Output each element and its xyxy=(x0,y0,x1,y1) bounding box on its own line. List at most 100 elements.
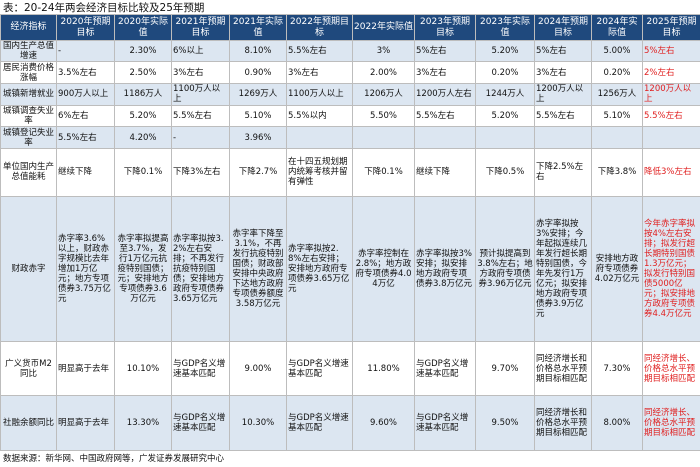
table-cell: 3% xyxy=(352,39,415,63)
table-cell: 5.20% xyxy=(114,105,172,128)
table-cell: 13.30% xyxy=(114,395,172,451)
table-cell: 5.5%左右 xyxy=(534,105,592,128)
table-cell: 5.50% xyxy=(352,105,415,128)
table-row: 社融余额同比 明显高于去年 13.30% 与GDP名义增速基本匹配 10.30% 与GDP… xyxy=(0,395,700,451)
table-cell: 11.80% xyxy=(352,341,415,396)
table-cell: 6%左右 xyxy=(56,105,115,128)
table-cell: 预计拟提高到3.8%左右；地方政府专项债券3.96万亿元 xyxy=(475,195,535,343)
table-cell: 1200万人以上 xyxy=(642,82,700,107)
table-row: 城镇新增就业 900万人以上 1186万人 1100万人以上 1269万人 1100万人以… xyxy=(0,82,700,107)
header-cell: 2023年实际值 xyxy=(475,14,535,41)
table-cell: 5.5%左右 xyxy=(414,105,476,128)
table-cell: 降低3%左右 xyxy=(642,147,700,197)
row-label: 城镇调查失业率 xyxy=(0,105,57,128)
table-cell: 赤字率拟按3%安排；今年起拟连续几年发行超长期特别国债，今年先发行1万亿元；拟安… xyxy=(534,195,592,343)
table-cell: 与GDP名义增速基本匹配 xyxy=(171,341,230,396)
table-cell: 下降3.8% xyxy=(591,147,643,197)
table-cell: 5.20% xyxy=(475,105,535,128)
table-cell: 5.5%左右 xyxy=(171,105,230,128)
table-cell: 6%以上 xyxy=(171,39,230,63)
table-cell: 5%左右 xyxy=(414,39,476,63)
table-body: 国内生产总值增速 -2.30% 6%以上 8.10% 5.5%左右 3% 5%左右 5.20%… xyxy=(0,39,700,451)
table-cell: 7.30% xyxy=(591,341,643,396)
table-cell: 赤字率3.6%以上，财政赤字规模比去年增加1万亿元；地方专项债券3.75万亿元 xyxy=(56,195,115,343)
table-cell: 同经济增长、价格总水平预期目标相匹配 xyxy=(642,395,700,451)
table-row: 城镇调查失业率 6%左右 5.20% 5.5%左右 5.10% 5.5%以内 5.50% 5.… xyxy=(0,105,700,128)
table-cell: 赤字率拟按3%安排；拟安排地方政府专项债券3.8万亿元 xyxy=(414,195,476,343)
table-cell xyxy=(534,126,592,149)
table-cell: 与GDP名义增速基本匹配 xyxy=(414,395,476,451)
source-note: 数据来源：新华网、中国政府网等，广发证券发展研究中心 xyxy=(3,454,225,464)
table-cell: 下降0.5% xyxy=(475,147,535,197)
table-cell: 2%左右 xyxy=(642,61,700,84)
table-cell: - xyxy=(56,39,115,63)
table-cell: 3.5%左右 xyxy=(56,61,115,84)
table-cell: 5.5%左右 xyxy=(642,105,700,128)
row-label: 财政赤字 xyxy=(0,195,57,343)
header-cell: 2022年预期目标 xyxy=(286,14,353,41)
table-cell xyxy=(414,126,476,149)
table-cell: 今年赤字率拟按4%左右安排；拟发行超长期特别国债1.3万亿元；拟发行特别国债50… xyxy=(642,195,700,343)
table-cell: 5%左右 xyxy=(534,39,592,63)
economic-targets-table-wrapper: 经济指标 2020年预期目标 2020年实际值 2021年预期目标 2021年实… xyxy=(0,14,700,451)
table-cell xyxy=(591,126,643,149)
table-cell: 10.10% xyxy=(114,341,172,396)
table-cell: 0.20% xyxy=(591,61,643,84)
table-cell: 5.5%以内 xyxy=(286,105,353,128)
table-cell: 8.00% xyxy=(591,395,643,451)
table-cell: 3%左右 xyxy=(534,61,592,84)
header-cell: 2022年实际值 xyxy=(352,14,415,41)
table-cell xyxy=(475,126,535,149)
table-cell: 9.60% xyxy=(352,395,415,451)
table-cell: 1269万人 xyxy=(229,82,287,107)
row-label: 单位国内生产总值能耗 xyxy=(0,147,57,197)
table-row: 财政赤字 赤字率3.6%以上，财政赤字规模比去年增加1万亿元；地方专项债券3.75… xyxy=(0,195,700,343)
row-label: 国内生产总值增速 xyxy=(0,39,57,63)
header-cell: 2021年实际值 xyxy=(229,14,287,41)
table-cell: 5.00% xyxy=(591,39,643,63)
header-cell: 2020年实际值 xyxy=(114,14,172,41)
table-row: 国内生产总值增速 -2.30% 6%以上 8.10% 5.5%左右 3% 5%左右 5.20%… xyxy=(0,39,700,63)
table-cell: 1244万人 xyxy=(475,82,535,107)
table-cell: 赤字率拟按2.8%左右安排；安排地方政府专项债券3.65万亿元 xyxy=(286,195,353,343)
table-cell: 1200万人以上 xyxy=(534,82,592,107)
table-cell: 1100万人以上 xyxy=(286,82,353,107)
header-cell: 2024年实际值 xyxy=(591,14,643,41)
table-cell: 3.96% xyxy=(229,126,287,149)
table-cell: 3%左右 xyxy=(171,61,230,84)
table-cell: 下降2.5%左右 xyxy=(534,147,592,197)
table-cell xyxy=(286,126,353,149)
table-cell: 明显高于去年 xyxy=(56,395,115,451)
table-cell: 与GDP名义增速基本匹配 xyxy=(286,395,353,451)
table-cell: 在十四五规划期内统筹考核并留有弹性 xyxy=(286,147,353,197)
table-cell: 与GDP名义增速基本匹配 xyxy=(414,341,476,396)
table-cell: 下降0.1% xyxy=(352,147,415,197)
table-cell: 8.10% xyxy=(229,39,287,63)
table-cell: 3%左右 xyxy=(286,61,353,84)
row-label: 广义货币M2同比 xyxy=(0,341,57,396)
table-row: 城镇登记失业率 5.5%左右 4.20% -3.96% xyxy=(0,126,700,149)
table-cell: 赤字率下降至3.1%，不再发行抗疫特别国债；财政部安排中央政府下达地方政府专项债… xyxy=(229,195,287,343)
table-cell: 下降2.7% xyxy=(229,147,287,197)
table-cell: 5%左右 xyxy=(642,39,700,63)
header-row: 经济指标 2020年预期目标 2020年实际值 2021年预期目标 2021年实… xyxy=(0,14,700,41)
table-cell: 1100万人以上 xyxy=(171,82,230,107)
table-cell: 10.30% xyxy=(229,395,287,451)
header-cell: 2024年预期目标 xyxy=(534,14,592,41)
table-cell: 继续下降 xyxy=(414,147,476,197)
header-cell: 2020年预期目标 xyxy=(56,14,115,41)
table-cell: 2.30% xyxy=(114,39,172,63)
table-cell: 2.00% xyxy=(352,61,415,84)
table-cell: 1200万人左右 xyxy=(414,82,476,107)
table-cell: 同经济增长和价格总水平预期目标相匹配 xyxy=(534,341,592,396)
table-cell: 5.20% xyxy=(475,39,535,63)
table-cell: 0.20% xyxy=(475,61,535,84)
table-cell: 明显高于去年 xyxy=(56,341,115,396)
table-cell: 9.00% xyxy=(229,341,287,396)
table-cell: 安排地方政府专项债券4.02万亿元 xyxy=(591,195,643,343)
table-cell xyxy=(642,126,700,149)
row-label: 城镇新增就业 xyxy=(0,82,57,107)
table-cell: 下降3%左右 xyxy=(171,147,230,197)
table-cell: 5.10% xyxy=(229,105,287,128)
header-cell: 2025年预期目标 xyxy=(642,14,700,41)
